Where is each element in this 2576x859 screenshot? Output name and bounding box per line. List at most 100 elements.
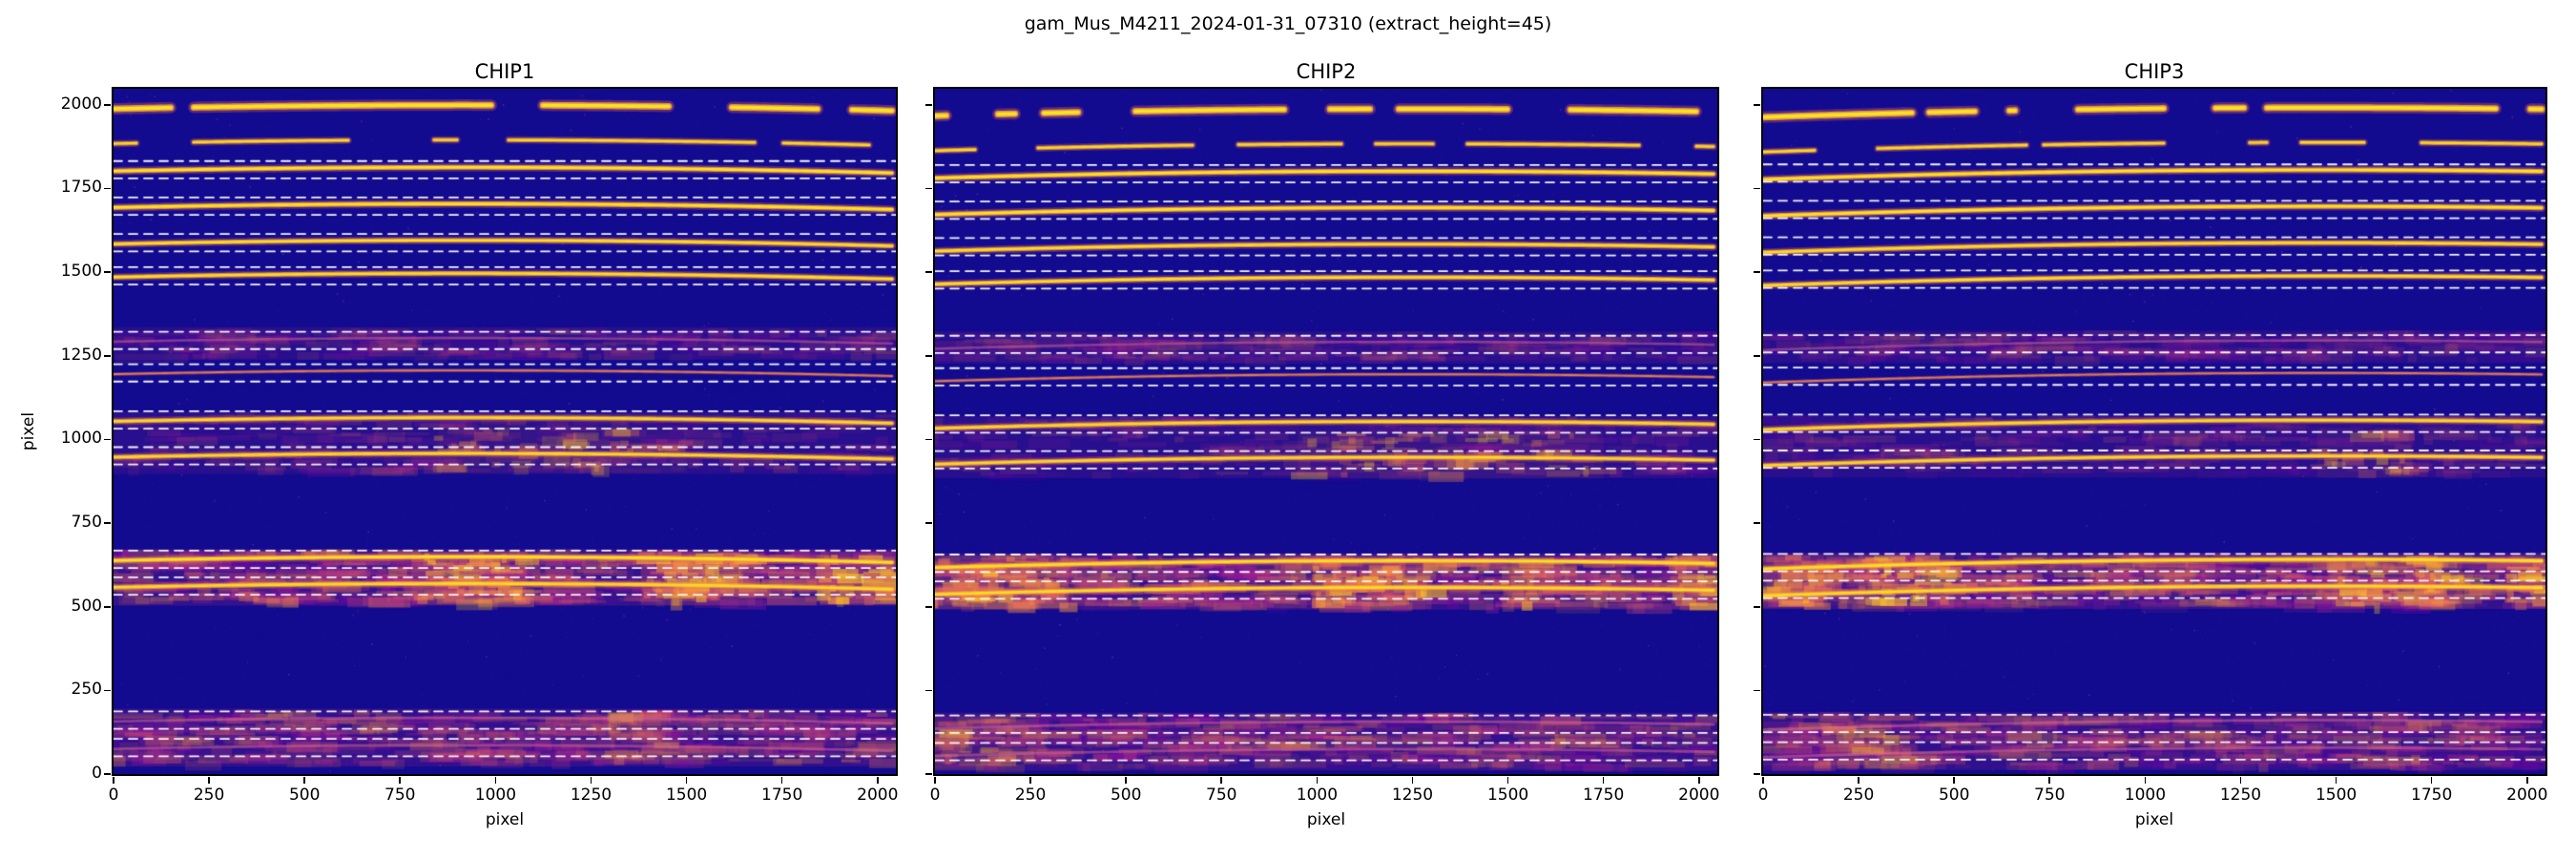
x-tick-label: 500 xyxy=(1110,786,1142,805)
y-tick-mark xyxy=(1754,271,1760,273)
x-tick-mark xyxy=(2335,777,2337,784)
x-tick-mark xyxy=(2525,777,2528,784)
x-tick-label: 1750 xyxy=(761,786,803,805)
y-tick-mark xyxy=(925,187,932,190)
y-tick-mark xyxy=(104,271,111,273)
x-tick-label: 0 xyxy=(108,786,119,805)
panel-title-chip3: CHIP3 xyxy=(2124,60,2185,83)
panel-chip2: CHIP2 0 250 500 750 1000 1250 1500 1750 2000 pixel xyxy=(925,60,1719,829)
panel-title-chip2: CHIP2 xyxy=(1296,60,1357,83)
y-tick-mark xyxy=(1754,438,1760,441)
x-tick-label: 1000 xyxy=(474,786,517,805)
panel-chip3: CHIP3 0 250 500 750 1000 1250 1500 1750 2000 pixel xyxy=(1754,60,2547,829)
y-tick-mark xyxy=(925,605,932,608)
y-tick-mark xyxy=(925,271,932,273)
x-tick-label: 2000 xyxy=(2506,786,2548,805)
x-tick-mark xyxy=(2144,777,2147,784)
y-tick-mark xyxy=(1754,522,1760,524)
x-tick-label: 1500 xyxy=(665,786,708,805)
y-tick-label: 1500 xyxy=(60,262,102,282)
x-tick-mark xyxy=(590,777,592,784)
y-tick-label: 2000 xyxy=(60,94,102,114)
x-tick-mark xyxy=(2048,777,2051,784)
x-tick-mark xyxy=(1411,777,1414,784)
x-tick-mark xyxy=(1762,777,1764,784)
y-tick-mark xyxy=(1754,354,1760,357)
x-tick-label: 2000 xyxy=(1678,786,1720,805)
y-tick-mark xyxy=(104,438,111,441)
x-tick-label: 250 xyxy=(193,786,225,805)
x-tick-mark xyxy=(399,777,402,784)
y-tick-label: 1000 xyxy=(60,429,102,449)
y-tick-mark xyxy=(104,605,111,608)
x-tick-label: 2000 xyxy=(857,786,899,805)
y-tick-mark xyxy=(925,354,932,357)
heatmap-chip2 xyxy=(935,89,1717,774)
x-tick-label: 1750 xyxy=(1583,786,1625,805)
heatmap-chip3 xyxy=(1763,89,2545,774)
y-tick-mark xyxy=(104,187,111,190)
y-tick-mark xyxy=(925,522,932,524)
x-tick-mark xyxy=(494,777,497,784)
x-tick-label: 1250 xyxy=(1391,786,1434,805)
x-tick-mark xyxy=(1506,777,1509,784)
y-tick-label: 750 xyxy=(71,513,102,533)
x-tick-mark xyxy=(1602,777,1605,784)
y-tick-label: 1750 xyxy=(60,178,102,198)
x-tick-mark xyxy=(685,777,688,784)
x-tick-mark xyxy=(208,777,210,784)
y-tick-mark xyxy=(104,354,111,357)
x-tick-mark xyxy=(2430,777,2433,784)
x-tick-label: 1000 xyxy=(1296,786,1339,805)
x-tick-mark xyxy=(1125,777,1127,784)
x-tick-mark xyxy=(1316,777,1319,784)
x-tick-mark xyxy=(1220,777,1223,784)
y-tick-mark xyxy=(1754,773,1760,775)
x-tick-mark xyxy=(113,777,114,784)
x-tick-mark xyxy=(780,777,783,784)
x-tick-label: 750 xyxy=(1206,786,1237,805)
y-tick-mark xyxy=(104,104,111,106)
x-tick-mark xyxy=(1029,777,1031,784)
y-tick-mark xyxy=(1754,689,1760,692)
y-tick-mark xyxy=(1754,605,1760,608)
x-tick-mark xyxy=(876,777,879,784)
x-axis-label: pixel xyxy=(485,810,525,829)
y-tick-mark xyxy=(925,689,932,692)
y-tick-mark xyxy=(1754,104,1760,106)
y-tick-label: 500 xyxy=(71,596,102,616)
x-tick-label: 1000 xyxy=(2124,786,2167,805)
x-tick-label: 1250 xyxy=(2219,786,2262,805)
y-tick-label: 0 xyxy=(92,764,102,783)
x-tick-label: 500 xyxy=(288,786,321,805)
panel-chip1: CHIP1 0 250 500 750 1000 1250 1500 1750 2000 0 250 5… xyxy=(61,60,899,829)
x-tick-label: 250 xyxy=(1014,786,1047,805)
x-tick-mark xyxy=(1858,777,1859,784)
y-tick-mark xyxy=(104,522,111,524)
x-tick-label: 1500 xyxy=(2315,786,2358,805)
x-tick-label: 1250 xyxy=(570,786,613,805)
x-tick-mark xyxy=(2239,777,2242,784)
figure-title: gam_Mus_M4211_2024-01-31_07310 (extract_… xyxy=(1024,13,1552,34)
y-tick-mark xyxy=(104,773,111,775)
x-tick-label: 1500 xyxy=(1486,786,1529,805)
x-tick-label: 500 xyxy=(1938,786,1970,805)
x-axis-label: pixel xyxy=(2134,810,2174,829)
y-axis-label: pixel xyxy=(19,411,38,451)
panel-title-chip1: CHIP1 xyxy=(474,60,535,83)
x-tick-mark xyxy=(1953,777,1955,784)
x-tick-label: 0 xyxy=(929,786,941,805)
y-tick-mark xyxy=(1754,187,1760,190)
heatmap-chip1 xyxy=(114,89,896,774)
x-tick-label: 750 xyxy=(384,786,416,805)
y-tick-label: 1250 xyxy=(60,345,102,365)
x-tick-mark xyxy=(1697,777,1700,784)
y-tick-mark xyxy=(925,773,932,775)
x-tick-label: 0 xyxy=(1757,786,1769,805)
x-axis-label: pixel xyxy=(1306,810,1346,829)
y-tick-mark xyxy=(925,104,932,106)
y-tick-mark xyxy=(104,689,111,692)
x-tick-label: 1750 xyxy=(2411,786,2453,805)
y-tick-mark xyxy=(925,438,932,441)
